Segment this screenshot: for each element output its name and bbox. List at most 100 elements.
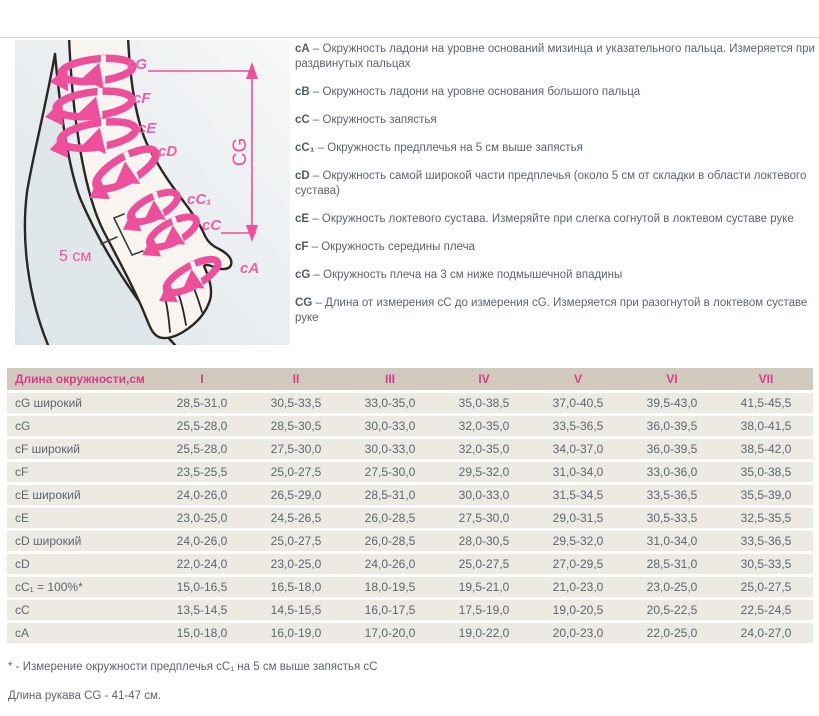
value-cell: 17,0-20,0 bbox=[343, 623, 437, 643]
value-cell: 14,5-15,5 bbox=[249, 600, 343, 620]
value-cell: 13,5-14,5 bbox=[155, 600, 249, 620]
value-cell: 39,5-43,0 bbox=[625, 393, 719, 413]
value-cell: 28,5-31,0 bbox=[625, 554, 719, 574]
measurement-code: cE bbox=[295, 213, 310, 225]
measurement-description: CG – Длина от измерения cC до измерения … bbox=[295, 296, 819, 326]
band-label: cC bbox=[202, 217, 222, 234]
measurement-text: – Окружность ладони на уровне основания … bbox=[312, 86, 641, 98]
distance-label: 5 см bbox=[59, 248, 91, 265]
table-row: cF широкий 25,5-28,0 27,5-30,0 30,0-33,0 32,… bbox=[7, 439, 813, 459]
measurement-description: cA – Окружность ладони на уровне основан… bbox=[295, 42, 819, 72]
band-label: cA bbox=[240, 260, 259, 277]
band-cG bbox=[49, 54, 137, 92]
value-cell: 15,0-18,0 bbox=[155, 623, 249, 643]
footnote-sleeve-length: Длина рукава CG - 41-47 см. bbox=[8, 690, 162, 702]
value-cell: 36,0-39,5 bbox=[625, 439, 719, 459]
measurement-description: cD – Окружность самой широкой части пред… bbox=[295, 169, 819, 199]
value-cell: 24,0-27,0 bbox=[719, 623, 813, 643]
table-row: cC 13,5-14,5 14,5-15,5 16,0-17,5 17,5-19,0 19… bbox=[7, 600, 813, 620]
value-cell: 23,0-25,0 bbox=[625, 577, 719, 597]
band-cC bbox=[142, 213, 200, 257]
table-row: cE 23,0-25,0 24,5-26,5 26,0-28,5 27,5-30,0 29… bbox=[7, 508, 813, 528]
value-cell: 36,0-39,5 bbox=[625, 416, 719, 436]
value-cell: 26,0-28,5 bbox=[343, 508, 437, 528]
measurement-bands bbox=[45, 54, 222, 303]
arrow-down-icon bbox=[246, 225, 258, 242]
size-table-header-row: Длина окружности,см I II III IV V VI VII bbox=[7, 368, 813, 390]
value-cell: 32,5-35,5 bbox=[719, 508, 813, 528]
measurement-code: cG bbox=[295, 269, 311, 281]
measurement-text: – Окружность плеча на 3 см ниже подмышеч… bbox=[313, 269, 623, 281]
value-cell: 16,0-19,0 bbox=[249, 623, 343, 643]
value-cell: 27,5-30,0 bbox=[437, 508, 531, 528]
value-cell: 21,0-23,0 bbox=[531, 577, 625, 597]
value-cell: 33,5-36,5 bbox=[625, 485, 719, 505]
value-cell: 30,0-33,0 bbox=[343, 439, 437, 459]
value-cell: 28,0-30,5 bbox=[437, 531, 531, 551]
band-cA bbox=[159, 255, 222, 303]
row-label-cell: cD bbox=[7, 554, 155, 574]
size-column-header: VI bbox=[625, 368, 719, 390]
top-divider bbox=[0, 37, 819, 38]
measurement-description: cF – Окружность середины плеча bbox=[295, 240, 819, 255]
value-cell: 16,0-17,5 bbox=[343, 600, 437, 620]
value-cell: 22,0-24,0 bbox=[155, 554, 249, 574]
measurement-description: cG – Окружность плеча на 3 см ниже подмы… bbox=[295, 268, 819, 283]
value-cell: 37,0-40,5 bbox=[531, 393, 625, 413]
value-cell: 25,5-28,0 bbox=[155, 439, 249, 459]
value-cell: 41,5-45,5 bbox=[719, 393, 813, 413]
measurement-text: – Окружность локтевого сустава. Измеряйт… bbox=[312, 213, 794, 225]
measurement-code: cB bbox=[295, 86, 310, 98]
measurement-code: cF bbox=[295, 241, 309, 253]
measurement-text: – Окружность ладони на уровне оснований … bbox=[295, 43, 815, 70]
value-cell: 29,5-32,0 bbox=[437, 462, 531, 482]
value-cell: 33,0-36,0 bbox=[625, 462, 719, 482]
value-cell: 27,5-30,0 bbox=[249, 439, 343, 459]
band-cE bbox=[49, 117, 140, 158]
value-cell: 23,5-25,5 bbox=[155, 462, 249, 482]
body-outline-left bbox=[23, 52, 57, 345]
value-cell: 25,0-27,5 bbox=[437, 554, 531, 574]
value-cell: 26,5-29,0 bbox=[249, 485, 343, 505]
value-cell: 20,5-22,5 bbox=[625, 600, 719, 620]
value-cell: 25,0-27,5 bbox=[249, 531, 343, 551]
row-label-cell: cG широкий bbox=[7, 393, 155, 413]
value-cell: 23,0-25,0 bbox=[155, 508, 249, 528]
measurement-description: cC – Окружность запястья bbox=[295, 113, 819, 128]
size-column-header: VII bbox=[719, 368, 813, 390]
value-cell: 15,0-16,5 bbox=[155, 577, 249, 597]
row-label-cell: cC bbox=[7, 600, 155, 620]
table-row: cG 25,5-28,0 28,5-30,5 30,0-33,0 32,0-35,0 33… bbox=[7, 416, 813, 436]
table-row: cA 15,0-18,0 16,0-19,0 17,0-20,0 19,0-22,0 20… bbox=[7, 623, 813, 643]
value-cell: 38,0-41,5 bbox=[719, 416, 813, 436]
arm-measurement-diagram: cG cF cE cD cC₁ cC cA CG 5 см bbox=[15, 40, 290, 345]
measurement-description: cE – Окружность локтевого сустава. Измер… bbox=[295, 212, 819, 227]
measurement-code: cA bbox=[295, 43, 310, 55]
value-cell: 28,5-31,0 bbox=[343, 485, 437, 505]
value-cell: 35,0-38,5 bbox=[437, 393, 531, 413]
value-cell: 33,5-36,5 bbox=[719, 531, 813, 551]
row-label-cell: cE bbox=[7, 508, 155, 528]
value-cell: 30,5-33,5 bbox=[625, 508, 719, 528]
measurement-text: – Длина от измерения cC до измерения cG.… bbox=[295, 297, 808, 324]
value-cell: 31,0-34,0 bbox=[625, 531, 719, 551]
band-label: cG bbox=[127, 56, 147, 73]
value-cell: 35,5-39,0 bbox=[719, 485, 813, 505]
value-cell: 30,0-33,0 bbox=[343, 416, 437, 436]
value-cell: 28,5-30,5 bbox=[249, 416, 343, 436]
value-cell: 19,0-22,0 bbox=[437, 623, 531, 643]
value-cell: 23,0-25,0 bbox=[249, 554, 343, 574]
value-cell: 16,5-18,0 bbox=[249, 577, 343, 597]
value-cell: 30,5-33,5 bbox=[249, 393, 343, 413]
value-cell: 25,0-27,5 bbox=[719, 577, 813, 597]
measurement-code: cC bbox=[295, 114, 310, 126]
value-cell: 19,0-20,5 bbox=[531, 600, 625, 620]
table-row: cE широкий 24,0-26,0 26,5-29,0 28,5-31,0 30,… bbox=[7, 485, 813, 505]
footnote-measurement-note: * - Измерение окружности предплечья cC₁ … bbox=[8, 661, 378, 673]
row-label-cell: cF bbox=[7, 462, 155, 482]
value-cell: 27,0-29,5 bbox=[531, 554, 625, 574]
value-cell: 29,0-31,5 bbox=[531, 508, 625, 528]
size-column-header: III bbox=[343, 368, 437, 390]
value-cell: 38,5-42,0 bbox=[719, 439, 813, 459]
